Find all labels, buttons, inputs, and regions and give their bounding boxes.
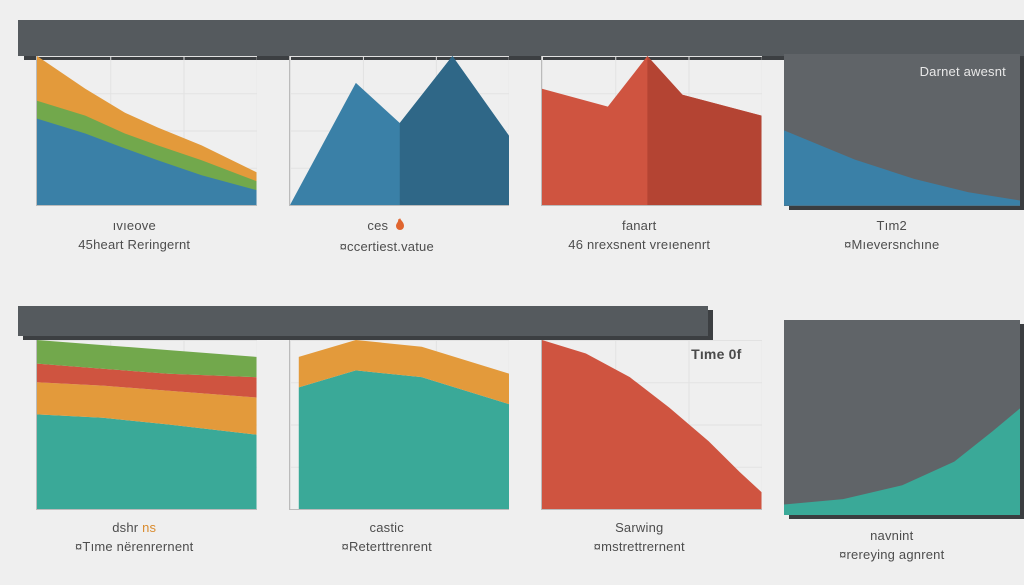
chart-2-2 [289,340,510,510]
chart-row-1: ıvıeove 45heart Reringernt ces ¤ccerties… [18,56,1018,281]
box-label: Darnet awesnt [920,64,1006,79]
gray-box [784,320,1021,515]
panel-2-4: navnint ¤rereying agnrent [776,320,1019,585]
caption-line1: fanart [523,218,756,233]
caption-2-3: Sarwing ¤mstrettrernent [523,520,756,554]
caption-1-2: ces ¤ccertiest.vatue [271,218,504,254]
chart-1-1 [36,56,257,206]
area-stacked [37,56,257,205]
caption-line1: castic [271,520,504,535]
chart-2-3: Tıme 0f [541,340,762,510]
stacked-bands [290,340,510,509]
panel-2-3: Tıme 0f Sarwing ¤mstrettrernent [523,320,766,585]
mountain-shape [290,56,510,205]
chart-2-1 [36,340,257,510]
caption-line2: ¤Reterttrenrent [271,539,504,554]
caption-2-2: castic ¤Reterttrenrent [271,520,504,554]
panel-2-1: dshr ns ¤Tıme nërenrernent [18,320,261,585]
caption-line1: navnint [776,528,1009,543]
panel-1-3: fanart 46 nrexsnent vreıenenrt [523,56,766,281]
caption-line2: 46 nrexsnent vreıenenrt [523,237,756,252]
inline-label: Tıme 0f [691,346,741,362]
decline-shape [542,340,762,509]
stacked-bands [37,340,257,509]
caption-line2: ¤Tıme nërenrernent [18,539,251,554]
caption-2-1: dshr ns ¤Tıme nërenrernent [18,520,251,554]
flame-icon [394,218,406,235]
label-prefix: dshr [112,520,138,535]
caption-1-4: Tım2 ¤Mıeversnchıne [776,218,1009,252]
chart-row-2: dshr ns ¤Tıme nërenrernent castic ¤Reter… [18,320,1018,585]
caption-line1: ıvıeove [18,218,251,233]
area-fill [784,408,1021,515]
caption-2-4: navnint ¤rereying agnrent [776,528,1009,562]
panel-1-2: ces ¤ccertiest.vatue [271,56,514,281]
panel-1-1: ıvıeove 45heart Reringernt [18,56,261,281]
area-fill [784,122,1021,206]
caption-1-3: fanart 46 nrexsnent vreıenenrt [523,218,756,252]
caption-line1: ces [271,218,504,235]
caption-line2: ¤mstrettrernent [523,539,756,554]
label-text: ces [367,218,388,233]
caption-line1: dshr ns [18,520,251,535]
chart-1-3 [541,56,762,206]
gray-box: Darnet awesnt [784,54,1021,206]
panel-2-2: castic ¤Reterttrenrent [271,320,514,585]
caption-line2: ¤rereying agnrent [776,547,1009,562]
caption-line2: ¤Mıeversnchıne [776,237,1009,252]
caption-1-1: ıvıeove 45heart Reringernt [18,218,251,252]
caption-line1: Tım2 [776,218,1009,233]
top-header-bar [18,20,1024,56]
caption-line2: ¤ccertiest.vatue [271,239,504,254]
chart-1-2 [289,56,510,206]
label-accent: ns [138,520,156,535]
mountain-shape [542,56,762,205]
panel-1-4: Darnet awesnt Tım2 ¤Mıeversnchıne [776,56,1019,281]
caption-line2: 45heart Reringernt [18,237,251,252]
caption-line1: Sarwing [523,520,756,535]
